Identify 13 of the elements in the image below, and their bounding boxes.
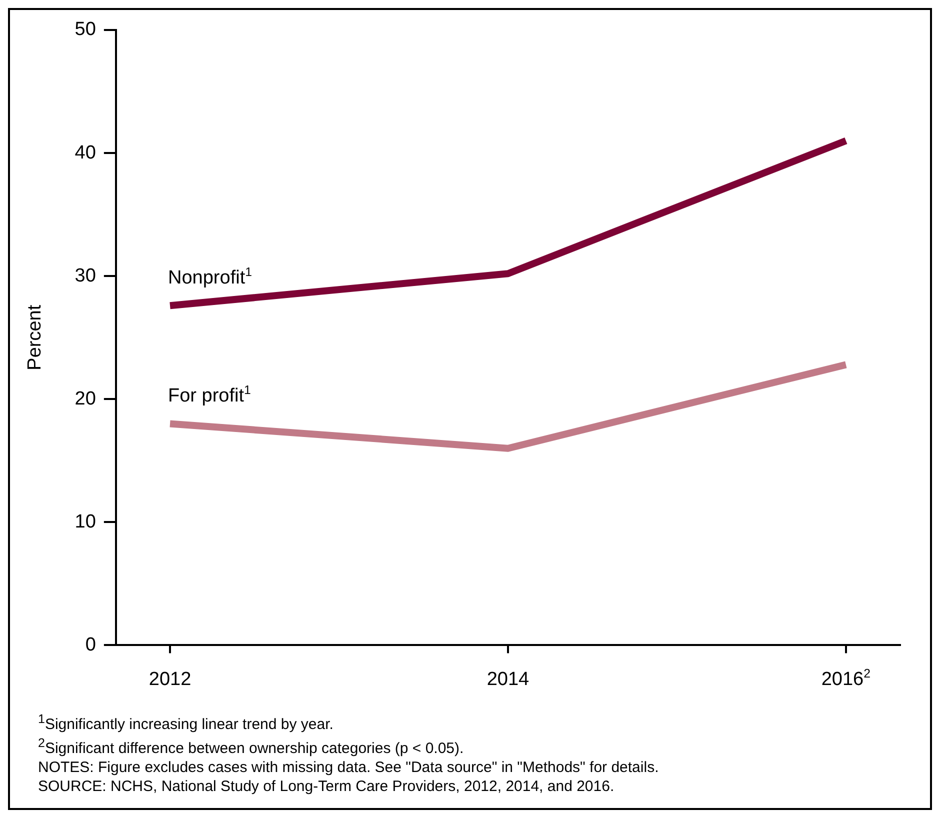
text: $^{2}$Significant difference between ownership categories (p < 0.05).: [38, 735, 465, 758]
text: NOTES: Figure excludes cases with missing data. See "Data source" in "Methods" for details.: [38, 758, 660, 777]
text: $^{1}$Significantly increasing linear trend by year.: [38, 711, 334, 734]
x-tick-label: 2014: [486, 669, 530, 690]
y-tick-label: 20: [74, 388, 96, 410]
y-tick-label: 40: [74, 142, 96, 164]
source-note: SOURCE: NCHS, National Study of Long-Term Care Providers, 2012, 2014, and 2016.: [38, 777, 616, 796]
y-tick-label: 10: [74, 511, 96, 532]
x-tick-label: 2012: [148, 669, 192, 690]
y-tick-label: 50: [74, 19, 96, 40]
y-tick-label: 0: [85, 634, 96, 656]
y-axis-title: Percent: [24, 304, 46, 370]
y-tick-label: 30: [74, 265, 96, 286]
